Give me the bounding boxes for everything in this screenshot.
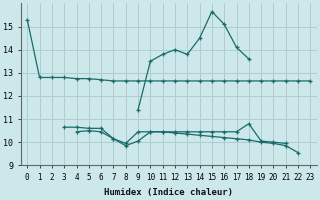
X-axis label: Humidex (Indice chaleur): Humidex (Indice chaleur) bbox=[104, 188, 233, 197]
